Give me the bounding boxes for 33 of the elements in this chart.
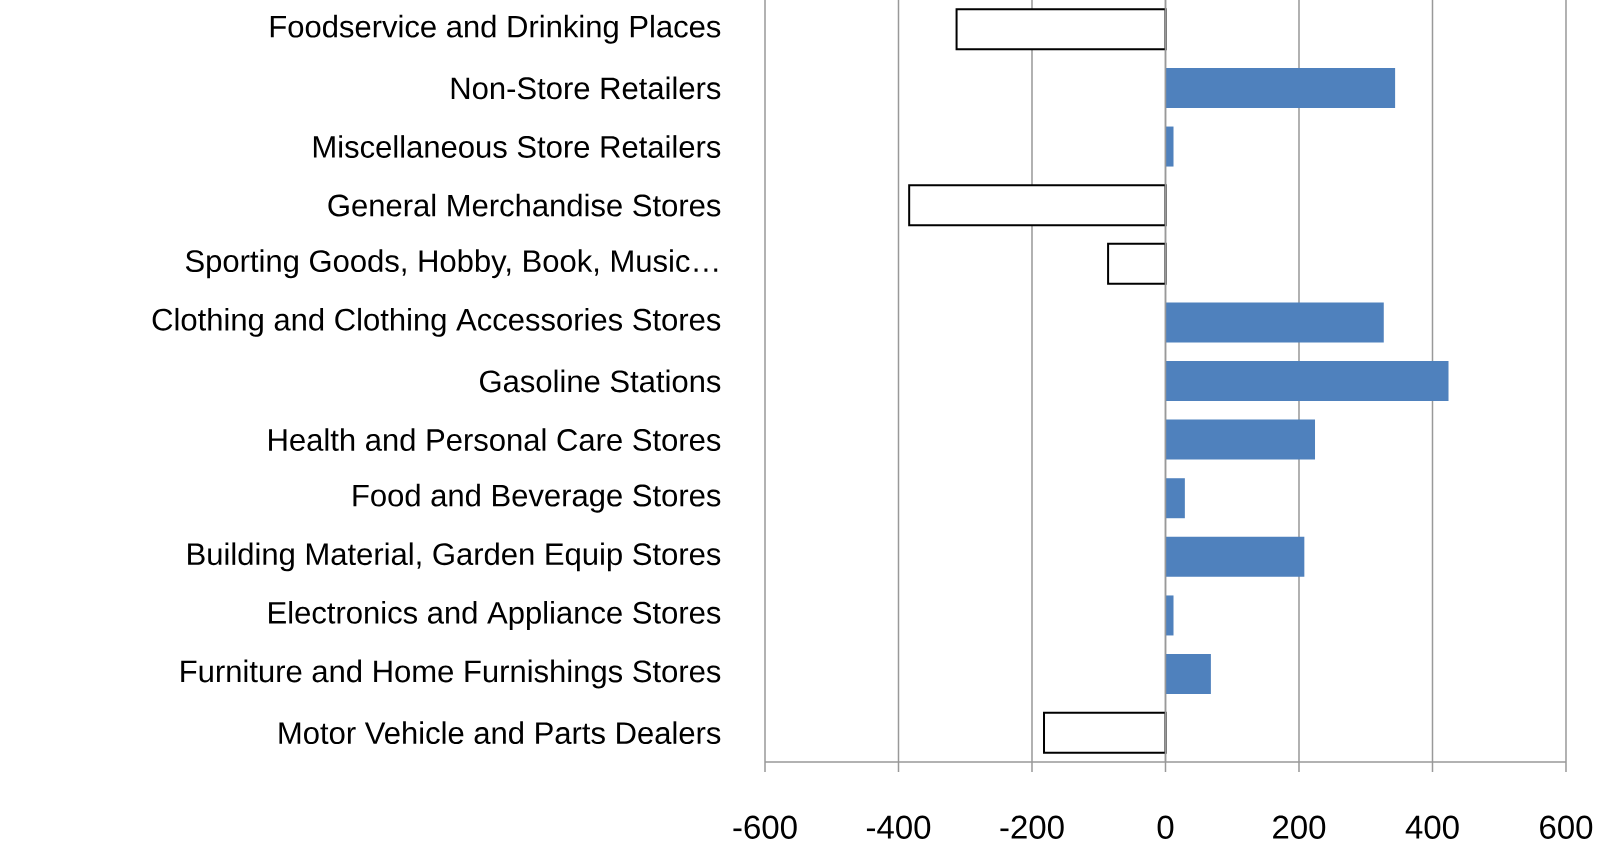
x-tick-label: -200 [1000, 815, 1064, 839]
bar [955, 8, 1167, 51]
y-tick-label: Miscellaneous Store Retailers [313, 135, 721, 158]
bar [1165, 478, 1185, 519]
y-tick-label: Foodservice and Drinking Places [270, 14, 721, 44]
y-tick-label: Food and Beverage Stores [353, 483, 721, 513]
x-tick-label: 600 [1540, 815, 1593, 839]
x-tick-label: -400 [866, 815, 931, 839]
bar [1165, 361, 1449, 401]
bar [1043, 711, 1167, 754]
bar [1165, 302, 1384, 343]
x-tick-label: 200 [1273, 815, 1326, 839]
y-tick-label: Building Material, Garden Equip Stores [188, 542, 721, 572]
y-tick-label: Electronics and Appliance Stores [269, 601, 721, 630]
y-tick-label: Non-Store Retailers [451, 76, 721, 100]
bar [1107, 242, 1167, 285]
bar [1165, 126, 1174, 167]
y-tick-label: General Merchandise Stores [328, 193, 721, 217]
bar [1165, 536, 1305, 577]
bar [1165, 595, 1174, 636]
y-tick-label: Clothing and Clothing Accessories Stores [152, 307, 721, 337]
bar [1165, 654, 1211, 695]
bar [1165, 419, 1316, 460]
y-tick-label: Health and Personal Care Stores [269, 428, 721, 451]
y-tick-label: Motor Vehicle and Parts Dealers [279, 721, 721, 745]
bar [1165, 67, 1396, 108]
y-tick-label: Furniture and Home Furnishings Stores [181, 659, 721, 689]
y-tick-label: Gasoline Stations [480, 369, 721, 393]
y-tick-label: Sporting Goods, Hobby, Book, Music… [185, 249, 718, 279]
x-tick-label: 400 [1405, 815, 1459, 839]
x-tick-label: 0 [1157, 815, 1174, 839]
bar [908, 184, 1167, 227]
x-tick-label: -600 [733, 815, 797, 839]
